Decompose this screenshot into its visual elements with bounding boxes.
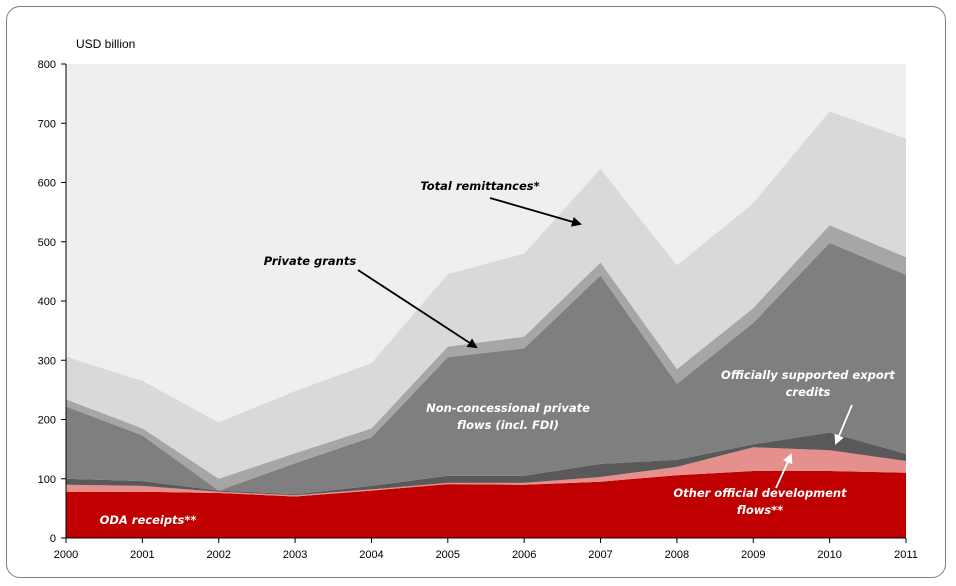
y-axis-unit-label: USD billion (76, 37, 135, 51)
x-tick-label: 2009 (741, 549, 765, 561)
annotation-other-official-development-flows-arrow (775, 453, 793, 489)
y-tick-label: 700 (38, 118, 56, 130)
annotation-other-official-development-flows-line: flows** (737, 503, 783, 517)
annotation-total-remittances-arrow (489, 197, 582, 227)
annotation-oda-receipts-line: ODA receipts** (100, 513, 197, 527)
y-tick-label: 600 (38, 178, 56, 190)
annotation-oda-receipts-label: ODA receipts** (100, 513, 197, 527)
area-officially-supported-export-credits (66, 432, 906, 496)
annotation-officially-supported-export-credits-line: credits (786, 385, 831, 399)
area-series-group (66, 111, 906, 538)
annotation-private-grants-line: Private grants (264, 254, 357, 268)
y-tick-label: 400 (38, 296, 56, 308)
annotation-officially-supported-export-credits-label: Officially supported export credits (721, 368, 895, 399)
x-tick-label: 2011 (894, 549, 918, 561)
x-tick-label: 2006 (512, 549, 536, 561)
annotation-other-official-development-flows-line: Other official development (673, 486, 847, 500)
annotation-non-concessional-private-flows-incl-fdi-line: Non-concessional private (426, 401, 590, 415)
x-tick-label: 2002 (206, 549, 230, 561)
y-tick-label: 100 (38, 474, 56, 486)
area-other-official-development-flows (66, 447, 906, 497)
x-tick-label: 2008 (665, 549, 689, 561)
annotation-total-remittances-label: Total remittances* (420, 179, 539, 193)
x-tick-label: 2000 (54, 549, 78, 561)
y-axis: 0 100 200 300 400 500 600 700 800 (38, 59, 67, 545)
x-tick-label: 2010 (817, 549, 841, 561)
annotation-private-grants-label: Private grants (264, 254, 357, 268)
area-total-remittances (66, 111, 906, 479)
annotations-group: Total remittances* Private grants Non-conc… (100, 179, 896, 527)
y-tick-label: 0 (50, 533, 56, 545)
annotation-officially-supported-export-credits-arrow (834, 404, 853, 445)
annotation-total-remittances-line: Total remittances* (420, 179, 539, 193)
annotation-other-official-development-flows-label: Other official development flows** (673, 486, 847, 517)
annotation-private-grants-arrow (357, 269, 478, 349)
x-tick-label: 2003 (283, 549, 307, 561)
x-axis: 2000 2001 2002 2003 2004 2005 2006 2007 2008 2009… (54, 537, 918, 561)
area-non-concessional-private-flows-incl-fdi (66, 242, 906, 495)
x-tick-label: 2004 (359, 549, 383, 561)
annotation-non-concessional-private-flows-incl-fdi-line: flows (incl. FDI) (457, 418, 559, 432)
annotation-officially-supported-export-credits-line: Officially supported export (721, 368, 895, 382)
x-tick-label: 2005 (436, 549, 460, 561)
x-tick-label: 2001 (130, 549, 154, 561)
area-oda-receipts (66, 471, 906, 538)
x-tick-label: 2007 (588, 549, 612, 561)
annotation-non-concessional-private-flows-incl-fdi-label: Non-concessional private flows (incl. FDI… (426, 401, 590, 432)
y-tick-label: 300 (38, 355, 56, 367)
y-tick-label: 800 (38, 59, 56, 71)
y-tick-label: 500 (38, 237, 56, 249)
y-tick-label: 200 (38, 415, 56, 427)
